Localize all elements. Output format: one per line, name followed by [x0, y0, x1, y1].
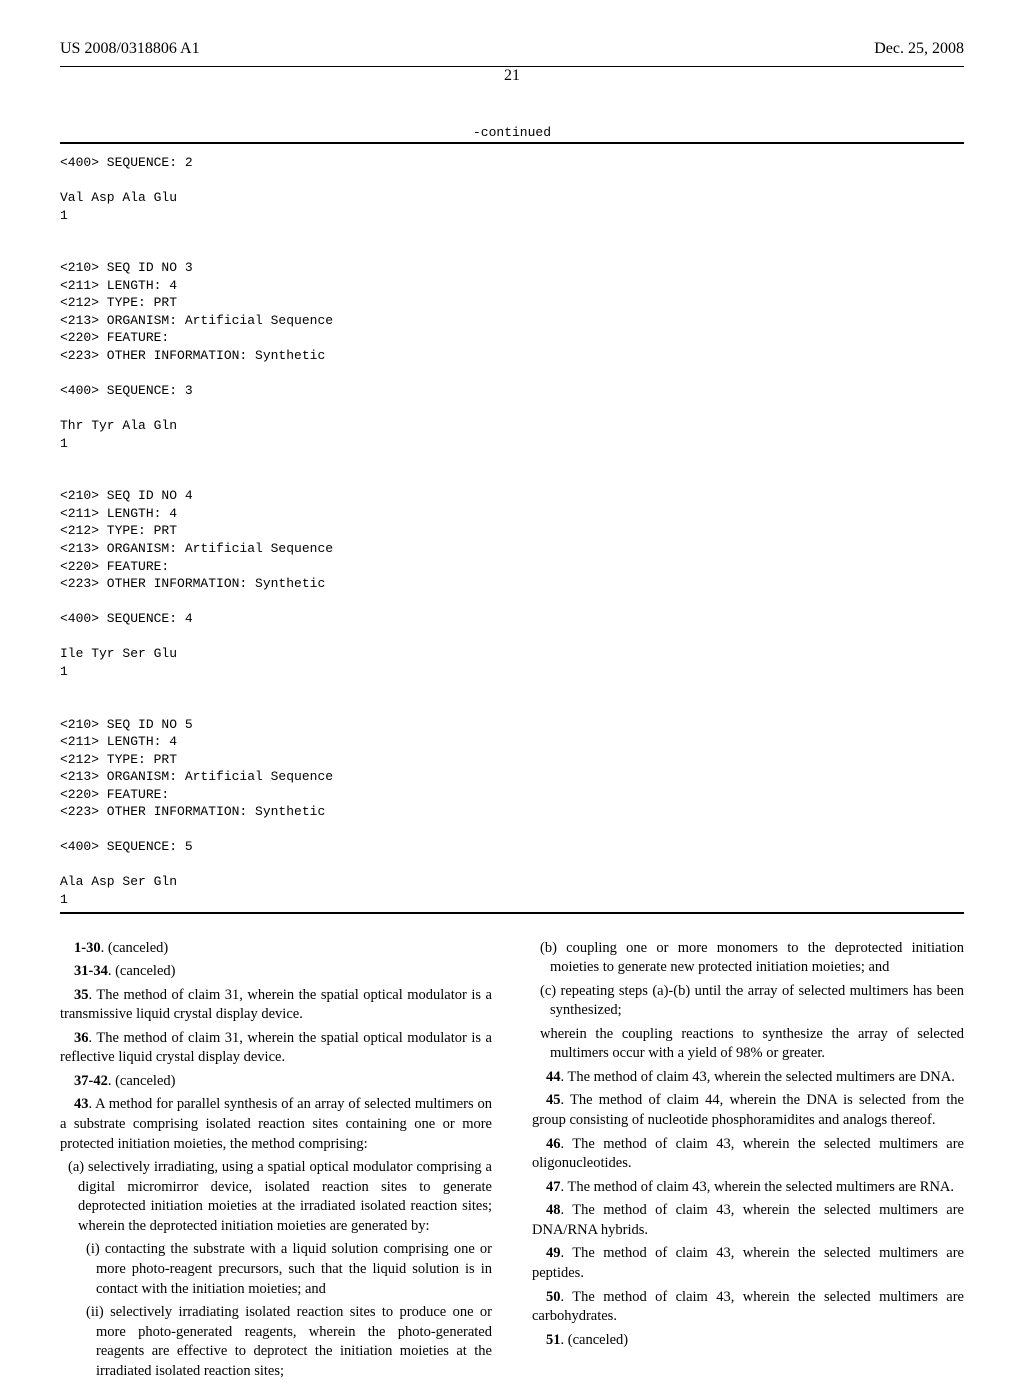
claim-num: 1-30: [74, 940, 101, 956]
claim-num: 37-42: [74, 1073, 108, 1089]
claim-num: 47: [546, 1179, 561, 1195]
claim-1-30: 1-30. (canceled): [60, 939, 492, 959]
claim-num: 44: [546, 1069, 561, 1085]
claim-text: . (canceled): [108, 963, 176, 979]
claim-43-a: (a) selectively irradiating, using a spa…: [60, 1158, 492, 1236]
publication-number: US 2008/0318806 A1: [60, 40, 200, 58]
sequence-listing: <400> SEQUENCE: 2 Val Asp Ala Glu 1 <210…: [60, 154, 964, 909]
publication-date: Dec. 25, 2008: [874, 40, 964, 58]
claim-num: 31-34: [74, 963, 108, 979]
claim-43-intro: 43. A method for parallel synthesis of a…: [60, 1095, 492, 1154]
claim-31-34: 31-34. (canceled): [60, 962, 492, 982]
claim-43-c: (c) repeating steps (a)-(b) until the ar…: [532, 982, 964, 1021]
page-header: US 2008/0318806 A1 Dec. 25, 2008: [60, 40, 964, 58]
claim-49: 49. The method of claim 43, wherein the …: [532, 1244, 964, 1283]
claim-text: . The method of claim 31, wherein the sp…: [60, 987, 492, 1023]
claim-num: 35: [74, 987, 89, 1003]
claim-35: 35. The method of claim 31, wherein the …: [60, 986, 492, 1025]
claim-text: . The method of claim 43, wherein the se…: [532, 1289, 964, 1325]
claim-num: 36: [74, 1030, 89, 1046]
claim-num: 46: [546, 1136, 561, 1152]
claim-text: . The method of claim 43, wherein the se…: [532, 1202, 964, 1238]
claim-num: 45: [546, 1092, 561, 1108]
claim-text: . The method of claim 43, wherein the se…: [561, 1179, 955, 1195]
sequence-bottom-rule: [60, 912, 964, 914]
claim-text: . The method of claim 43, wherein the se…: [561, 1069, 955, 1085]
continued-label: -continued: [60, 125, 964, 140]
claim-43-a-ii: (ii) selectively irradiating isolated re…: [60, 1303, 492, 1381]
claim-47: 47. The method of claim 43, wherein the …: [532, 1178, 964, 1198]
claim-num: 50: [546, 1289, 561, 1305]
claim-text: . The method of claim 43, wherein the se…: [532, 1136, 964, 1172]
page-number: 21: [60, 67, 964, 85]
claim-45: 45. The method of claim 44, wherein the …: [532, 1091, 964, 1130]
claim-text: . A method for parallel synthesis of an …: [60, 1096, 492, 1151]
claim-text: . The method of claim 31, wherein the sp…: [60, 1030, 492, 1066]
claim-num: 51: [546, 1332, 561, 1348]
claim-44: 44. The method of claim 43, wherein the …: [532, 1068, 964, 1088]
claim-num: 43: [74, 1096, 89, 1112]
sequence-top-rule: [60, 142, 964, 144]
claim-46: 46. The method of claim 43, wherein the …: [532, 1135, 964, 1174]
claim-43-b: (b) coupling one or more monomers to the…: [532, 939, 964, 978]
claim-51: 51. (canceled): [532, 1331, 964, 1351]
claim-43-a-i: (i) contacting the substrate with a liqu…: [60, 1240, 492, 1299]
claim-text: . (canceled): [108, 1073, 176, 1089]
claim-text: . (canceled): [561, 1332, 629, 1348]
claim-37-42: 37-42. (canceled): [60, 1072, 492, 1092]
left-column: 1-30. (canceled) 31-34. (canceled) 35. T…: [60, 939, 492, 1385]
claim-text: . (canceled): [101, 940, 169, 956]
right-column: (b) coupling one or more monomers to the…: [532, 939, 964, 1385]
claim-text: . The method of claim 44, wherein the DN…: [532, 1092, 964, 1128]
claim-50: 50. The method of claim 43, wherein the …: [532, 1288, 964, 1327]
claim-num: 49: [546, 1245, 561, 1261]
claim-num: 48: [546, 1202, 561, 1218]
claim-36: 36. The method of claim 31, wherein the …: [60, 1029, 492, 1068]
claim-43-wherein: wherein the coupling reactions to synthe…: [532, 1025, 964, 1064]
claims-section: 1-30. (canceled) 31-34. (canceled) 35. T…: [60, 939, 964, 1385]
claim-text: . The method of claim 43, wherein the se…: [532, 1245, 964, 1281]
claim-48: 48. The method of claim 43, wherein the …: [532, 1201, 964, 1240]
